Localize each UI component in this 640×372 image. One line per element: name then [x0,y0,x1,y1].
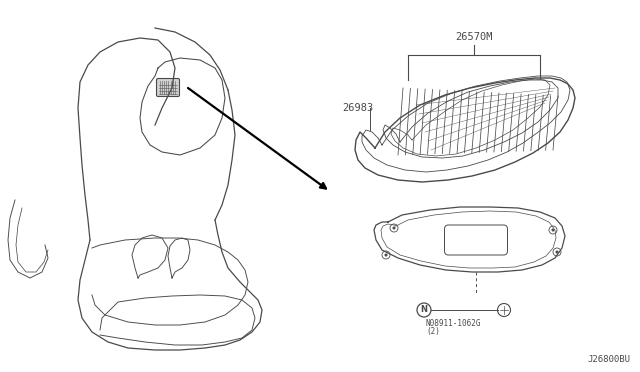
Text: J26800BU: J26800BU [587,355,630,364]
Text: 26570M: 26570M [455,32,493,42]
Text: N08911-1062G: N08911-1062G [426,319,481,328]
Text: 26983: 26983 [342,103,373,113]
Circle shape [556,251,558,253]
FancyBboxPatch shape [157,78,179,96]
Circle shape [393,227,396,229]
Circle shape [385,254,387,256]
Circle shape [552,229,554,231]
Text: (2): (2) [426,327,440,336]
Text: N: N [420,305,428,314]
